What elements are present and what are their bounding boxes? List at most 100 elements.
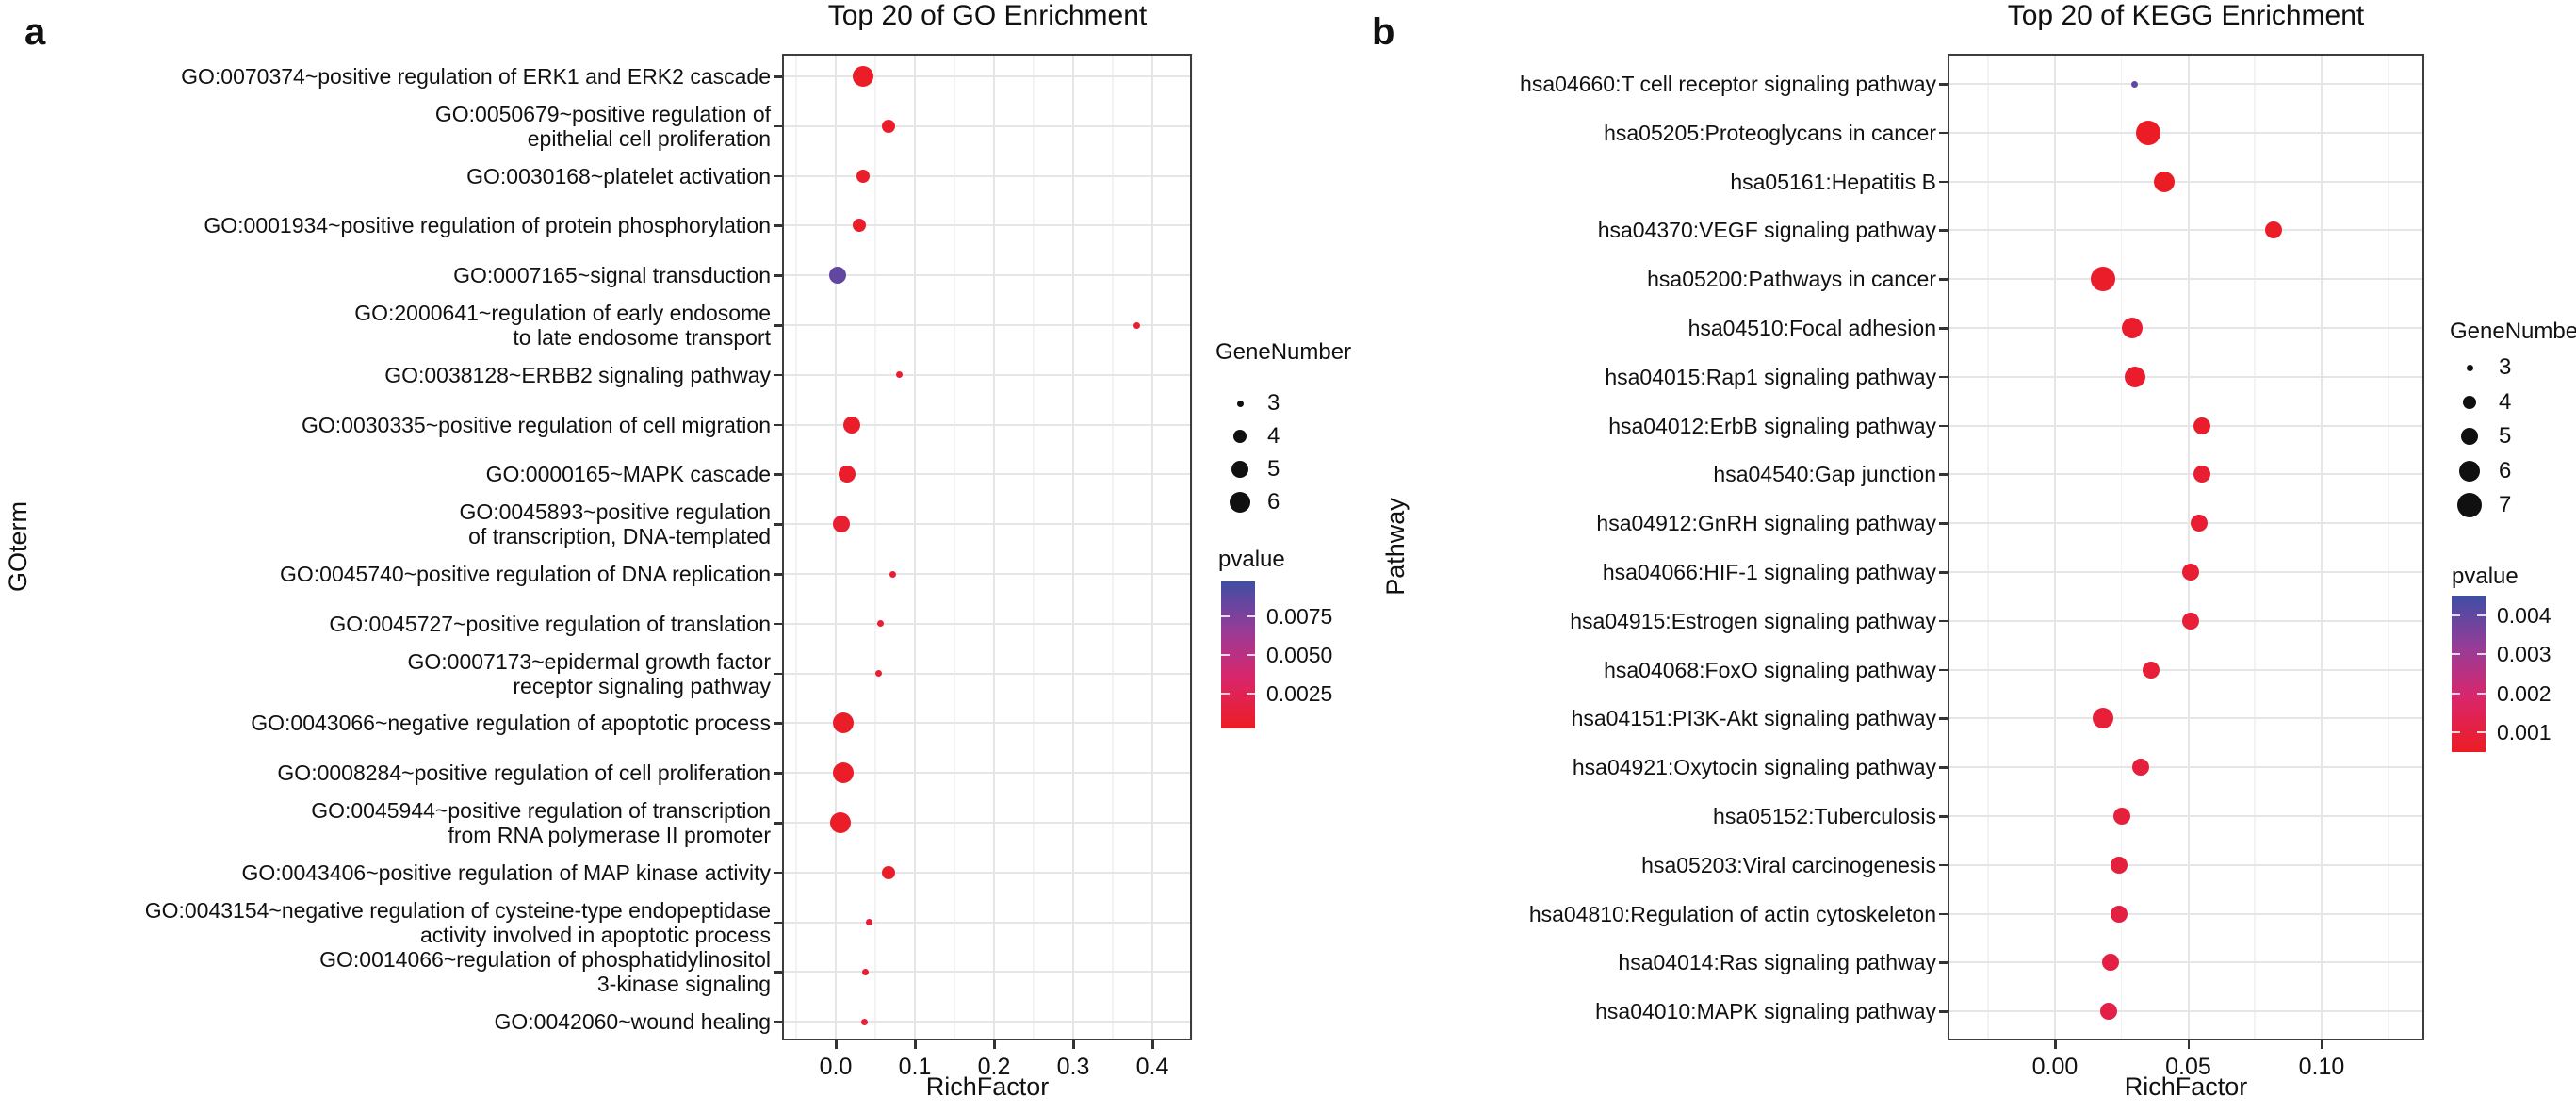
panel-b-y-tick-mark (1939, 327, 1948, 330)
panel-b-data-point (2122, 318, 2144, 338)
panel-b-gridline-minor (2387, 54, 2389, 1040)
panel-b-colorbar-tick (2452, 731, 2460, 734)
panel-a-row-gridline (782, 722, 1192, 725)
panel-a-y-tick-mark (774, 174, 782, 178)
panel-b-row-gridline (1948, 668, 2424, 671)
panel-b-data-point (2112, 808, 2130, 825)
panel-a-y-tick-label: GO:0007173~epidermal growth factor recep… (407, 648, 771, 698)
panel-b-x-tick-mark (2187, 1040, 2190, 1049)
panel-a-data-point (842, 416, 860, 434)
panel-b-row-gridline (1948, 131, 2424, 134)
panel-a-data-point (833, 762, 855, 784)
panel-a-legend-size-title: GeneNumber (1215, 339, 1352, 365)
panel-b-data-point (2142, 661, 2160, 679)
panel-a-label: a (24, 11, 46, 53)
panel-b-data-point (2182, 564, 2200, 581)
panel-b-colorbar-tick (2477, 692, 2486, 695)
panel-a-row-gridline (782, 473, 1192, 476)
panel-a-data-point (853, 219, 867, 233)
panel-a-y-tick-mark (774, 324, 782, 327)
panel-a-row-gridline (782, 124, 1192, 127)
panel-b-data-point (2110, 856, 2128, 874)
panel-a-y-tick-mark (774, 772, 782, 775)
panel-b-x-tick-label: 0.05 (2165, 1054, 2211, 1080)
panel-b-gridline-minor (1987, 54, 1989, 1040)
panel-a-gridline-minor (874, 54, 876, 1040)
panel-b-legend-size-item: 3 (2454, 352, 2511, 383)
panel-b-y-tick-mark (1939, 83, 1948, 86)
panel-b-colorbar-tick (2477, 653, 2486, 656)
panel-a-gridline-minor (1033, 54, 1035, 1040)
panel-a-legend-size-dot-wrap (1225, 430, 1255, 443)
panel-a-y-tick-label: GO:0043066~negative regulation of apopto… (251, 711, 771, 736)
panel-b-data-point (2131, 759, 2149, 777)
panel-b-legend-size-dot (2457, 493, 2482, 517)
panel-b-row-gridline (1948, 375, 2424, 378)
panel-a-x-tick-mark (914, 1040, 917, 1049)
panel-b-data-point (2265, 221, 2283, 239)
panel-b-row-gridline (1948, 229, 2424, 232)
panel-a-legend-color-title: pvalue (1218, 547, 1285, 572)
panel-a-y-tick-mark (774, 822, 782, 825)
panel-a-y-tick-label: GO:0045727~positive regulation of transl… (329, 611, 771, 636)
panel-b-y-tick-mark (1939, 1010, 1948, 1013)
panel-a-row-gridline (782, 75, 1192, 77)
panel-a-row-gridline (782, 523, 1192, 526)
panel-a-data-point (882, 865, 896, 879)
panel-a-legend-size-item: 3 (1225, 388, 1280, 418)
panel-a-x-tick-mark (835, 1040, 838, 1049)
panel-a-data-point (1133, 321, 1140, 329)
panel-a-data-point (874, 670, 882, 678)
panel-a-y-tick-label: GO:0050679~positive regulation of epithe… (434, 101, 771, 151)
panel-a-legend-size-item: 5 (1225, 454, 1280, 484)
panel-b-gridline-minor (2254, 54, 2256, 1040)
panel-b-colorbar-tick-label: 0.003 (2497, 642, 2552, 667)
panel-a-plot-border (782, 54, 1192, 1040)
panel-a-data-point (860, 1018, 868, 1025)
panel-b-label: b (1372, 11, 1395, 53)
panel-a-row-gridline (782, 573, 1192, 575)
panel-b-legend-size-dot (2463, 395, 2476, 409)
panel-a-data-point (856, 169, 871, 183)
panel-b-data-point (2193, 466, 2210, 483)
panel-a-y-tick-mark (774, 921, 782, 925)
panel-b-legend-size-value: 4 (2499, 388, 2512, 415)
panel-b-legend-size-dot-wrap (2454, 395, 2485, 409)
panel-b-row-gridline (1948, 83, 2424, 85)
panel-b-y-tick-mark (1939, 278, 1948, 281)
panel-b-row-gridline (1948, 912, 2424, 915)
panel-b-y-tick-label: hsa04660:T cell receptor signaling pathw… (1520, 72, 1936, 96)
panel-b-y-tick-label: hsa05161:Hepatitis B (1730, 169, 1936, 194)
panel-b-legend-size-dot-wrap (2454, 364, 2485, 371)
panel-b-row-gridline (1948, 327, 2424, 329)
panel-a-y-tick-label: GO:0014066~regulation of phosphatidylino… (319, 947, 771, 997)
panel-a-y-tick-label: GO:0001934~positive regulation of protei… (204, 213, 771, 238)
panel-a-y-tick-mark (774, 523, 782, 526)
panel-a-row-gridline (782, 423, 1192, 426)
panel-b-y-tick-mark (1939, 961, 1948, 964)
panel-b-y-tick-mark (1939, 424, 1948, 428)
panel-b-y-tick-mark (1939, 717, 1948, 720)
panel-b-legend-size-dot (2459, 460, 2480, 482)
panel-a-x-tick-mark (993, 1040, 996, 1049)
panel-b-colorbar-tick (2452, 692, 2460, 695)
panel-a-y-tick-label: GO:0008284~positive regulation of cell p… (277, 761, 771, 786)
panel-a-y-tick-mark (774, 423, 782, 427)
panel-b-legend-size-value: 5 (2499, 423, 2512, 449)
panel-a-chart-title: Top 20 of GO Enrichment (827, 0, 1148, 31)
panel-a-row-gridline (782, 324, 1192, 326)
panel-b-data-point (2110, 905, 2128, 923)
panel-a-y-axis-title: GOterm (4, 501, 32, 593)
panel-a-y-tick-label: GO:0000165~MAPK cascade (485, 462, 771, 487)
panel-a-colorbar-tick-label: 0.0050 (1266, 643, 1333, 667)
panel-a-y-tick-mark (774, 274, 782, 277)
panel-a-y-tick-mark (774, 1021, 782, 1023)
panel-b-data-point (2090, 267, 2115, 292)
panel-b-row-gridline (1948, 180, 2424, 183)
panel-b-legend-size-dot-wrap (2454, 428, 2485, 445)
panel-b-y-tick-mark (1939, 815, 1948, 818)
panel-b-data-point (2182, 612, 2200, 630)
panel-a-gridline-minor (1191, 54, 1193, 1040)
panel-b-legend-size-title: GeneNumber (2450, 319, 2576, 344)
